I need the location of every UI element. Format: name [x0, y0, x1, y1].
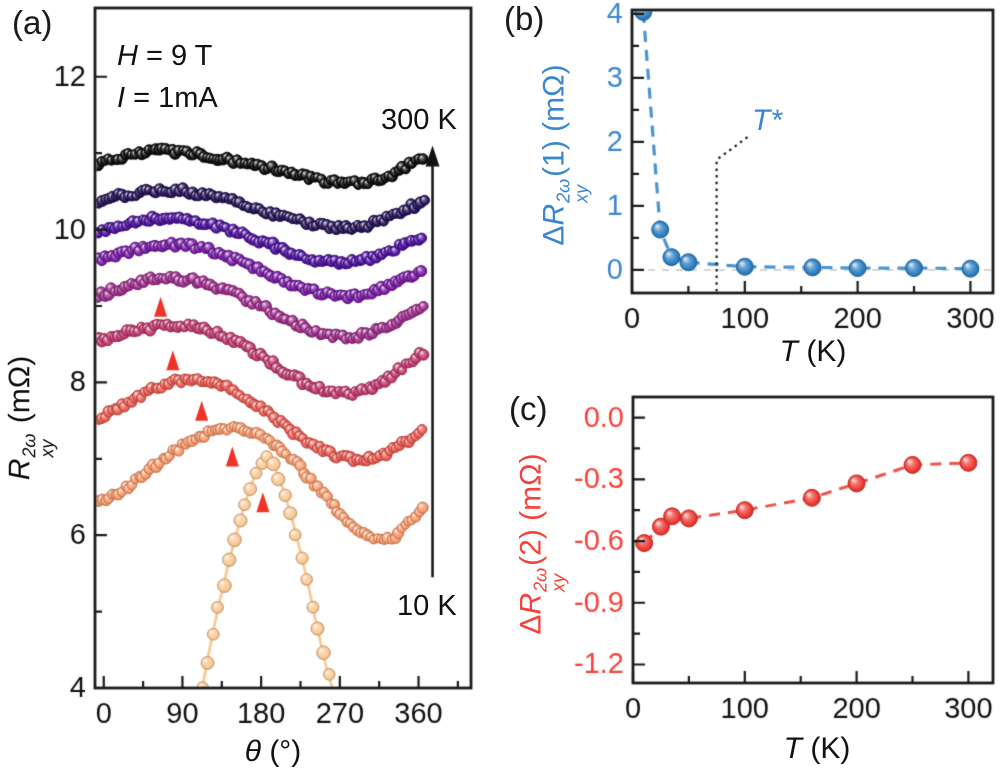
theta-symbol: θ: [244, 735, 261, 768]
ylabel-subscript: xy: [37, 439, 58, 458]
resistance-symbol: R: [514, 592, 548, 615]
y-axis-unit: (mΩ): [3, 355, 37, 432]
ylabel-prefix: Δ: [514, 614, 548, 635]
panel-a-letter: (a): [12, 4, 53, 41]
ylabel-subscript: xy: [548, 573, 569, 592]
temperature-symbol: T: [783, 732, 802, 765]
panel-b-y-axis-label: ΔR 2ω xy (1) (mΩ): [537, 64, 592, 246]
panel-b-tstar-annotation: T*: [752, 104, 782, 138]
resistance-symbol: R: [537, 203, 571, 226]
tstar-asterisk: *: [770, 104, 783, 137]
x-axis-unit: (K): [802, 732, 851, 765]
y-axis-unit: (2) (mΩ): [514, 453, 548, 566]
resistance-symbol: R: [3, 458, 37, 481]
current-value: = 1mA: [125, 82, 218, 114]
ylabel-superscript: 2ω: [19, 433, 40, 458]
tstar-symbol: T: [752, 104, 771, 137]
x-axis-unit: (K): [798, 335, 847, 368]
ylabel-prefix: Δ: [537, 225, 571, 246]
current-symbol: I: [117, 82, 126, 114]
ylabel-superscript: 2ω: [530, 567, 551, 592]
field-value: = 9 T: [137, 40, 213, 72]
ylabel-subscript: xy: [571, 184, 592, 203]
field-symbol: H: [117, 40, 138, 72]
panel-a-field-annotation: H = 9 T: [117, 40, 212, 73]
x-axis-unit: (°): [260, 735, 302, 768]
panel-c-x-axis-label: T (K): [784, 732, 851, 766]
temperature-symbol: T: [779, 335, 798, 368]
y-axis-unit: (1) (mΩ): [537, 64, 571, 177]
panel-b-letter: (b): [504, 0, 545, 37]
panel-c-y-axis-label: ΔR 2ω xy (2) (mΩ): [514, 453, 569, 635]
panel-a-current-annotation: I = 1mA: [117, 82, 218, 115]
panel-a-x-axis-label: θ (°): [245, 735, 302, 769]
ylabel-superscript: 2ω: [553, 178, 574, 203]
panel-b-x-axis-label: T (K): [780, 335, 847, 369]
panel-a-temp-high-label: 300 K: [381, 104, 457, 136]
panel-a-y-axis-label: R 2ω xy (mΩ): [3, 355, 58, 481]
panel-c-letter: (c): [509, 390, 548, 427]
panel-a-temp-low-label: 10 K: [397, 590, 457, 622]
